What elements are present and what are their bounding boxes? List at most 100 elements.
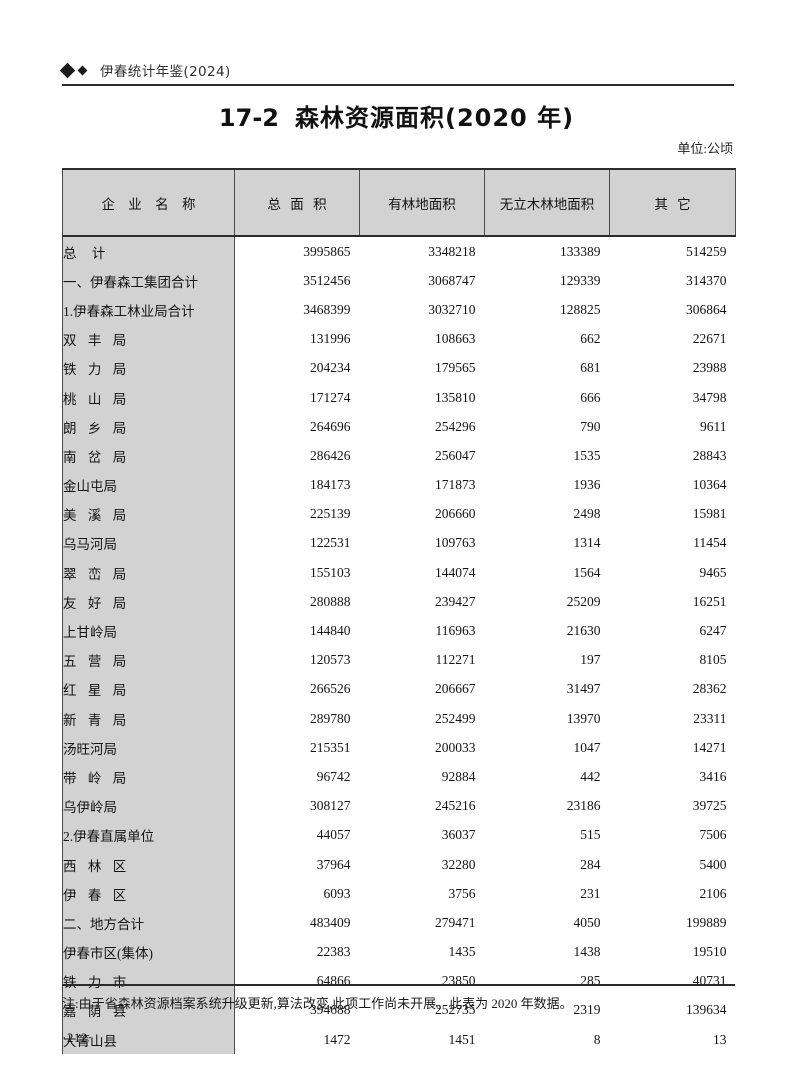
- cell-non_stocked_area: 1936: [573, 477, 601, 493]
- cell-other: 34798: [692, 389, 727, 405]
- row-label: 友 好 局: [62, 587, 235, 617]
- cell-other: 14271: [692, 739, 727, 755]
- row-label: 2.伊春直属单位: [62, 820, 235, 850]
- page-title: 17-2 森林资源面积(2020 年): [0, 98, 793, 133]
- column-header-non-stocked-area-label: 无立木林地面积: [499, 196, 595, 212]
- cell-forested_area: 256047: [435, 447, 476, 463]
- cell-total_area: 280888: [310, 593, 351, 609]
- cell-total_area: 37964: [316, 856, 351, 872]
- cell-non_stocked_area: 284: [580, 856, 601, 872]
- cell-total_area: 1472: [323, 1031, 351, 1047]
- table-row: 乌伊岭局 308127 245216 23186 39725: [62, 791, 736, 821]
- table-row: 金山屯局 184173 171873 1936 10364: [62, 470, 736, 500]
- table-row: 大箐山县 1472 1451 8 13: [62, 1025, 736, 1055]
- cell-forested_area: 144074: [435, 564, 476, 580]
- cell-total_area: 171274: [310, 389, 351, 405]
- cell-other: 28362: [692, 681, 727, 697]
- row-label: 大箐山县: [62, 1025, 235, 1055]
- table-row: 上甘岭局 144840 116963 21630 6247: [62, 616, 736, 646]
- table-row: 2.伊春直属单位 44057 36037 515 7506: [62, 820, 736, 850]
- cell-other: 9465: [699, 564, 727, 580]
- book-title: 伊春统计年鉴(2024): [100, 64, 231, 80]
- cell-total_area: 225139: [310, 506, 351, 522]
- row-label: 桃 山 局: [62, 382, 235, 413]
- row-label: 红 星 局: [62, 674, 235, 704]
- table-row: 五 营 局 120573 112271 197 8105: [62, 645, 736, 675]
- cell-forested_area: 3032710: [428, 301, 476, 317]
- table-row: 双 丰 局 131996 108663 662 22671: [62, 324, 736, 354]
- cell-non_stocked_area: 128825: [560, 301, 601, 317]
- cell-other: 40731: [692, 973, 727, 989]
- cell-total_area: 483409: [310, 914, 351, 930]
- cell-total_area: 204234: [310, 360, 351, 376]
- cell-non_stocked_area: 31497: [566, 681, 601, 697]
- cell-forested_area: 1451: [448, 1031, 476, 1047]
- cell-forested_area: 36037: [441, 827, 476, 843]
- cell-forested_area: 171873: [435, 477, 476, 493]
- cell-other: 11454: [693, 535, 727, 551]
- table-number: 17-2: [218, 104, 279, 132]
- row-label: 1.伊春森工林业局合计: [62, 295, 235, 325]
- row-label: 嘉 荫 县: [62, 995, 235, 1026]
- cell-other: 5400: [699, 856, 727, 872]
- cell-total_area: 96742: [316, 768, 351, 784]
- cell-forested_area: 245216: [435, 798, 476, 814]
- table-row: 二、地方合计 483409 279471 4050 199889: [62, 908, 736, 938]
- cell-forested_area: 206660: [435, 506, 476, 522]
- cell-total_area: 144840: [310, 623, 351, 639]
- row-label: 一、伊春森工集团合计: [62, 266, 235, 296]
- cell-non_stocked_area: 25209: [566, 593, 601, 609]
- cell-other: 22671: [692, 331, 727, 347]
- cell-total_area: 264696: [310, 418, 351, 434]
- cell-forested_area: 252735: [435, 1002, 476, 1018]
- row-label: 乌伊岭局: [62, 791, 235, 821]
- row-label: 双 丰 局: [62, 324, 235, 354]
- cell-forested_area: 200033: [435, 739, 476, 755]
- cell-other: 23311: [693, 710, 727, 726]
- table-row: 西 林 区 37964 32280 284 5400: [62, 849, 736, 880]
- cell-non_stocked_area: 4050: [573, 914, 601, 930]
- table-body: 总 计 3995865 3348218 133389 514259 一、伊春森工集团合计 3…: [62, 236, 736, 1055]
- column-header-total-area: 总 面 积: [234, 168, 360, 237]
- column-header-non-stocked-area: 无立木林地面积: [484, 168, 610, 237]
- cell-non_stocked_area: 1314: [573, 535, 601, 551]
- cell-forested_area: 252499: [435, 710, 476, 726]
- row-label: 新 青 局: [62, 704, 235, 734]
- table-row: 新 青 局 289780 252499 13970 23311: [62, 704, 736, 734]
- cell-other: 514259: [686, 243, 727, 259]
- cell-non_stocked_area: 133389: [560, 243, 601, 259]
- table-row: 伊 春 区 6093 3756 231 2106: [62, 879, 736, 909]
- cell-non_stocked_area: 666: [580, 389, 601, 405]
- cell-non_stocked_area: 790: [580, 418, 601, 434]
- header-rule: [62, 84, 734, 86]
- cell-non_stocked_area: 231: [580, 885, 601, 901]
- cell-other: 19510: [692, 944, 727, 960]
- cell-forested_area: 3068747: [428, 272, 476, 288]
- cell-forested_area: 254296: [435, 418, 476, 434]
- cell-forested_area: 135810: [435, 389, 476, 405]
- cell-total_area: 3995865: [303, 243, 351, 259]
- column-header-enterprise-name: 企 业 名 称: [62, 168, 235, 237]
- row-label: 总 计: [62, 236, 235, 267]
- table-row: 南 岔 局 286426 256047 1535 28843: [62, 441, 736, 471]
- row-label: 带 岭 局: [62, 762, 235, 792]
- table-row: 伊春市区(集体) 22383 1435 1438 19510: [62, 937, 736, 967]
- table-row: 乌马河局 122531 109763 1314 11454: [62, 528, 736, 559]
- row-label: 铁 力 局: [62, 353, 235, 383]
- table-row: 1.伊春森工林业局合计 3468399 3032710 128825 306864: [62, 295, 736, 325]
- table-row: 总 计 3995865 3348218 133389 514259: [62, 236, 736, 267]
- column-header-other-label: 其 它: [654, 196, 694, 212]
- cell-non_stocked_area: 1047: [573, 739, 601, 755]
- row-label: 五 营 局: [62, 645, 235, 675]
- cell-non_stocked_area: 662: [580, 331, 601, 347]
- table-row: 桃 山 局 171274 135810 666 34798: [62, 382, 736, 413]
- cell-total_area: 44057: [316, 827, 351, 843]
- cell-non_stocked_area: 2319: [573, 1002, 601, 1018]
- cell-total_area: 289780: [310, 710, 351, 726]
- diamond-bullet-icon: [59, 62, 76, 78]
- row-label: 伊春市区(集体): [62, 937, 235, 967]
- cell-other: 6247: [699, 623, 727, 639]
- cell-forested_area: 108663: [435, 331, 476, 347]
- cell-forested_area: 116963: [435, 623, 476, 639]
- cell-forested_area: 112271: [435, 652, 476, 668]
